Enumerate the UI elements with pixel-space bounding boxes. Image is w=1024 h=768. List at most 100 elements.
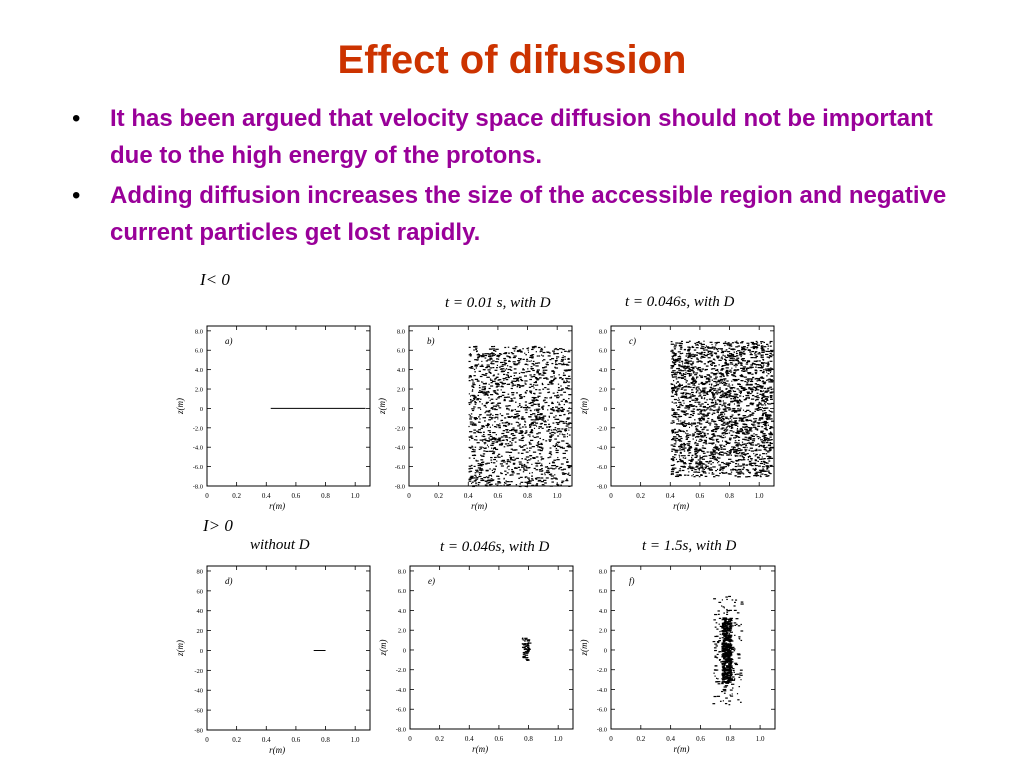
- data-point: [556, 428, 561, 430]
- data-point: [707, 351, 709, 354]
- data-point: [556, 431, 559, 433]
- data-point: [704, 432, 706, 434]
- data-point: [680, 365, 684, 367]
- data-point: [551, 402, 554, 405]
- data-point: [726, 648, 729, 650]
- data-point: [700, 465, 703, 467]
- bullet-item: • Adding diffusion increases the size of…: [72, 177, 972, 251]
- data-point: [706, 413, 709, 415]
- data-point: [725, 417, 728, 420]
- data-point: [706, 433, 709, 435]
- data-point: [768, 457, 772, 459]
- data-point: [555, 447, 558, 450]
- data-point: [704, 475, 708, 478]
- data-point: [489, 426, 492, 428]
- data-point: [723, 637, 726, 639]
- data-point: [527, 643, 529, 645]
- data-point: [488, 354, 491, 356]
- data-point: [678, 397, 680, 399]
- data-point: [519, 385, 523, 387]
- data-point: [475, 459, 477, 461]
- data-point: [735, 393, 739, 396]
- data-point: [745, 469, 749, 471]
- data-point: [727, 657, 731, 660]
- data-point: [481, 459, 484, 461]
- data-point: [554, 406, 559, 408]
- data-point: [549, 451, 551, 453]
- bottom-row-condition: I> 0: [203, 516, 233, 535]
- data-point: [724, 634, 727, 636]
- data-point: [741, 370, 743, 372]
- data-point: [501, 422, 504, 424]
- data-point: [673, 363, 677, 366]
- data-point: [542, 388, 545, 390]
- data-point: [499, 485, 503, 487]
- data-point: [749, 354, 753, 356]
- data-point: [687, 362, 690, 365]
- data-point: [751, 412, 754, 414]
- data-point: [729, 661, 732, 664]
- data-point: [762, 433, 766, 435]
- data-point: [769, 371, 772, 374]
- data-point: [517, 350, 521, 352]
- data-point: [714, 365, 717, 367]
- data-point: [726, 644, 730, 647]
- data-point: [730, 660, 732, 662]
- data-point: [520, 437, 524, 440]
- data-point: [735, 460, 738, 462]
- data-point: [689, 464, 691, 466]
- data-point: [481, 464, 485, 466]
- data-point: [718, 417, 721, 419]
- data-point: [551, 409, 555, 411]
- data-point: [689, 396, 692, 398]
- data-point: [719, 451, 724, 453]
- x-tick-label: 0.8: [725, 492, 734, 500]
- data-point: [518, 349, 522, 351]
- data-point: [749, 392, 752, 395]
- data-point: [717, 380, 721, 383]
- data-point: [754, 426, 757, 429]
- data-point: [735, 422, 739, 424]
- data-point: [485, 424, 489, 427]
- data-point: [702, 452, 706, 454]
- data-point: [708, 383, 711, 385]
- data-point: [475, 347, 478, 349]
- data-point: [724, 627, 728, 630]
- data-point: [673, 421, 675, 424]
- data-point: [528, 425, 531, 427]
- data-point: [764, 403, 766, 405]
- data-point: [713, 458, 716, 460]
- data-point: [687, 449, 690, 451]
- data-point: [743, 426, 747, 428]
- data-point: [755, 399, 757, 402]
- data-point: [713, 447, 715, 449]
- data-point: [720, 412, 724, 414]
- data-point: [537, 419, 539, 421]
- data-point: [524, 476, 527, 479]
- data-point: [758, 378, 761, 381]
- data-point: [760, 376, 763, 378]
- data-point: [520, 417, 524, 419]
- data-point: [567, 444, 571, 446]
- data-point: [734, 423, 738, 425]
- data-point: [537, 395, 541, 397]
- data-point: [499, 423, 501, 425]
- data-point: [526, 358, 529, 360]
- data-point: [691, 405, 695, 407]
- y-tick-label: -8.0: [597, 727, 607, 734]
- data-point: [708, 454, 712, 457]
- data-point: [726, 650, 730, 652]
- data-point: [737, 345, 741, 347]
- data-point: [728, 420, 732, 422]
- y-tick-label: 8.0: [397, 328, 405, 335]
- data-point: [726, 391, 730, 393]
- data-point: [550, 473, 553, 475]
- x-tick-label: 0.2: [636, 735, 645, 743]
- data-point: [769, 457, 774, 459]
- data-point: [696, 343, 699, 346]
- data-point: [728, 650, 730, 653]
- data-point: [761, 347, 764, 349]
- data-point: [728, 450, 732, 452]
- data-point: [682, 366, 686, 368]
- data-point: [758, 401, 761, 403]
